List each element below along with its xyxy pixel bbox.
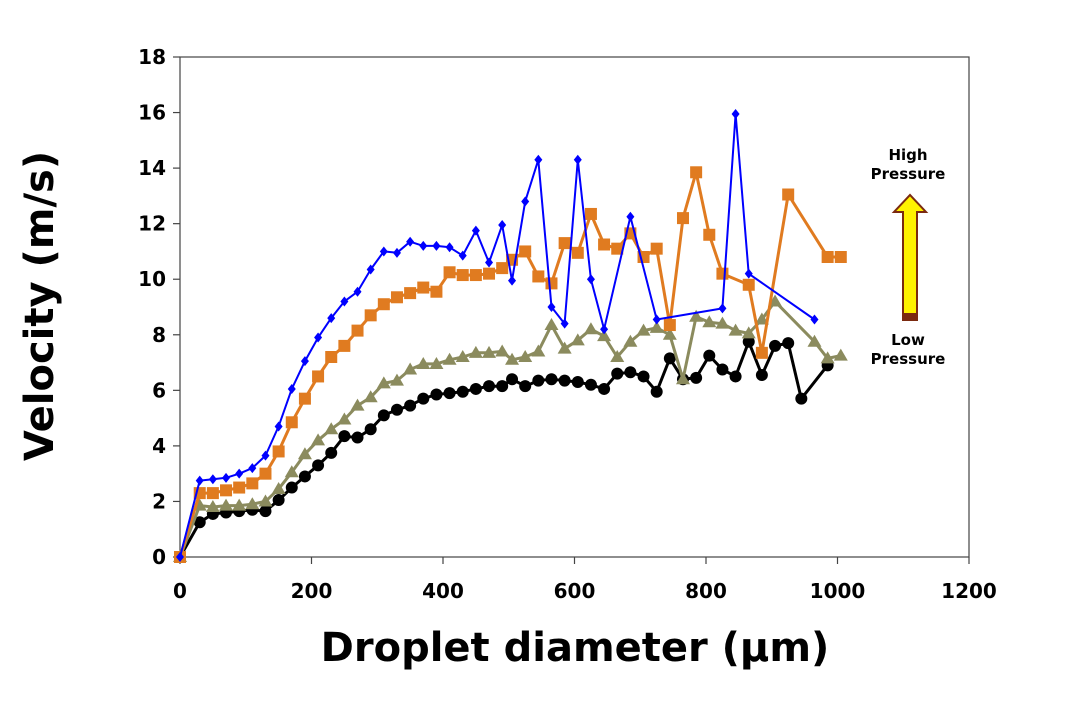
- y-axis-label: Velocity (m/s): [17, 150, 63, 462]
- x-tick-label: 200: [291, 579, 333, 603]
- pressure-arrow-icon: [891, 193, 929, 321]
- y-tick-label: 2: [152, 489, 166, 513]
- y-tick-label: 18: [138, 45, 166, 69]
- x-tick-label: 600: [554, 579, 596, 603]
- chart-axes: 0 2 4 6 8 10 12 14 16 18 0 200 400 600 800 1000 1200: [138, 45, 997, 603]
- series-low-pressure: [173, 294, 848, 562]
- x-tick-label: 1000: [810, 579, 866, 603]
- x-tick-label: 800: [685, 579, 727, 603]
- y-tick-label: 0: [152, 545, 166, 569]
- y-tick-label: 6: [152, 378, 166, 402]
- x-tick-label: 1200: [941, 579, 997, 603]
- series-lowest-pressure: [174, 335, 834, 563]
- y-tick-label: 4: [152, 434, 166, 458]
- high-pressure-label: High Pressure: [870, 146, 946, 183]
- y-tick-label: 16: [138, 101, 166, 125]
- x-tick-label: 0: [173, 579, 187, 603]
- y-tick-label: 8: [152, 323, 166, 347]
- y-tick-label: 12: [138, 212, 166, 236]
- low-pressure-label: Low Pressure: [870, 331, 946, 368]
- plot-area: [173, 108, 848, 563]
- x-axis-label: Droplet diameter (µm): [320, 625, 830, 671]
- y-tick-label: 10: [138, 267, 166, 291]
- x-tick-label: 400: [422, 579, 464, 603]
- y-tick-label: 14: [138, 156, 166, 180]
- series-highest-pressure: [176, 108, 819, 562]
